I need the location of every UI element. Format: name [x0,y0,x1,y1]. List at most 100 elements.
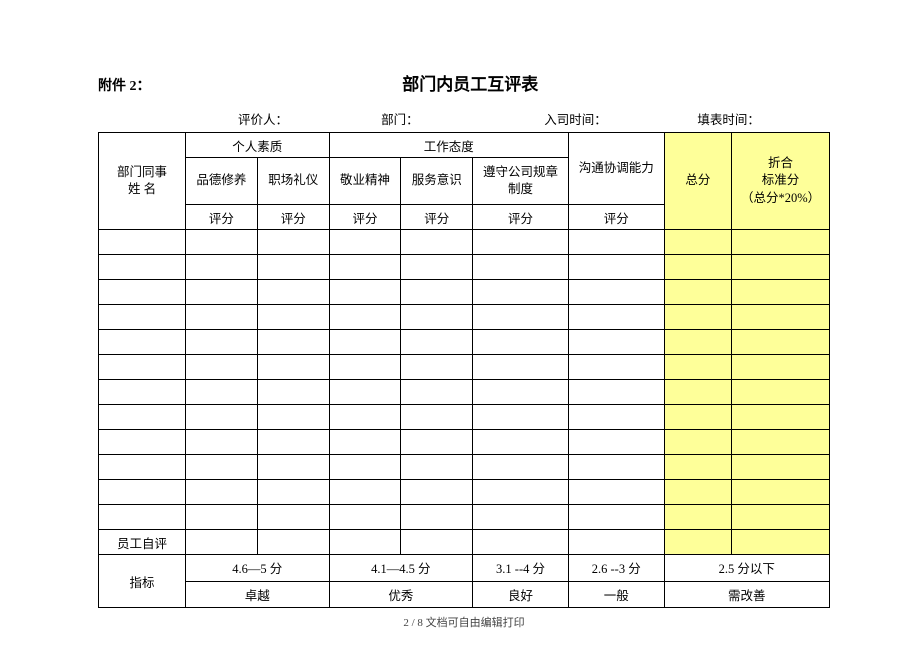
table-cell [664,255,731,280]
table-cell [732,280,830,305]
table-cell [99,430,186,455]
table-cell [186,305,258,330]
table-cell [664,455,731,480]
table-cell [473,455,569,480]
table-cell [329,280,401,305]
table-cell [568,405,664,430]
table-cell [186,355,258,380]
table-cell [568,455,664,480]
table-cell [401,505,473,530]
table-cell [329,505,401,530]
table-cell [401,255,473,280]
table-cell [186,530,258,555]
meta-line: 评价人： 部门： 入司时间： 填表时间： [98,109,830,128]
hdr-c2: 职场礼仪 [257,158,329,205]
table-cell [568,330,664,355]
scale-range: 2.6 --3 分 [568,555,664,582]
scale-level: 一般 [568,581,664,608]
table-cell [257,305,329,330]
table-cell [568,255,664,280]
table-cell [473,430,569,455]
table-cell [664,405,731,430]
table-cell [401,405,473,430]
hdr-score-6: 评分 [568,205,664,230]
scale-range: 4.1—4.5 分 [329,555,473,582]
table-cell [186,455,258,480]
table-cell [186,280,258,305]
table-cell [186,380,258,405]
table-cell [99,480,186,505]
scale-level: 卓越 [186,581,330,608]
table-cell [664,355,731,380]
table-cell [99,305,186,330]
table-cell [473,255,569,280]
evaluation-table: 部门同事 姓 名 个人素质 工作态度 沟通协调能力 总分 折合 标准分 （总分*… [98,132,830,608]
table-cell [664,530,731,555]
table-cell [568,505,664,530]
scale-range: 4.6—5 分 [186,555,330,582]
scale-level: 优秀 [329,581,473,608]
table-cell [257,505,329,530]
table-cell [732,455,830,480]
table-cell [329,230,401,255]
table-cell [329,355,401,380]
table-cell [732,355,830,380]
table-cell [664,430,731,455]
table-cell [568,280,664,305]
table-cell [99,355,186,380]
table-cell [329,480,401,505]
table-cell [664,305,731,330]
table-row [99,280,830,305]
hdr-group-attitude: 工作态度 [329,133,568,158]
table-cell [664,330,731,355]
table-row [99,380,830,405]
hdr-c3: 敬业精神 [329,158,401,205]
hdr-score-2: 评分 [257,205,329,230]
meta-join: 入司时间： [544,109,694,128]
table-row [99,430,830,455]
meta-dept: 部门： [381,109,541,128]
indicator-label: 指标 [99,555,186,608]
table-row [99,480,830,505]
table-cell [401,430,473,455]
hdr-total: 总分 [664,133,731,230]
table-cell [473,330,569,355]
table-cell [329,380,401,405]
table-cell [257,380,329,405]
table-cell [732,305,830,330]
table-row [99,355,830,380]
table-cell [186,230,258,255]
table-cell [257,330,329,355]
table-cell [664,505,731,530]
table-cell [732,480,830,505]
hdr-score-5: 评分 [473,205,569,230]
table-cell [401,455,473,480]
table-cell [568,305,664,330]
table-cell [568,430,664,455]
hdr-comm: 沟通协调能力 [568,133,664,205]
hdr-group-personal: 个人素质 [186,133,330,158]
table-cell [257,455,329,480]
table-cell [329,305,401,330]
table-cell [186,480,258,505]
hdr-conv: 折合 标准分 （总分*20%） [732,133,830,230]
table-cell [99,330,186,355]
table-row [99,330,830,355]
table-cell [473,530,569,555]
table-cell [401,530,473,555]
table-cell [99,505,186,530]
table-row [99,305,830,330]
table-cell [732,380,830,405]
scale-range: 3.1 --4 分 [473,555,569,582]
table-row [99,230,830,255]
table-cell [568,355,664,380]
hdr-c4: 服务意识 [401,158,473,205]
hdr-score-3: 评分 [329,205,401,230]
table-cell [732,230,830,255]
table-cell [568,380,664,405]
table-cell [99,405,186,430]
table-cell [186,255,258,280]
table-cell [473,305,569,330]
table-cell [257,255,329,280]
table-cell [99,380,186,405]
